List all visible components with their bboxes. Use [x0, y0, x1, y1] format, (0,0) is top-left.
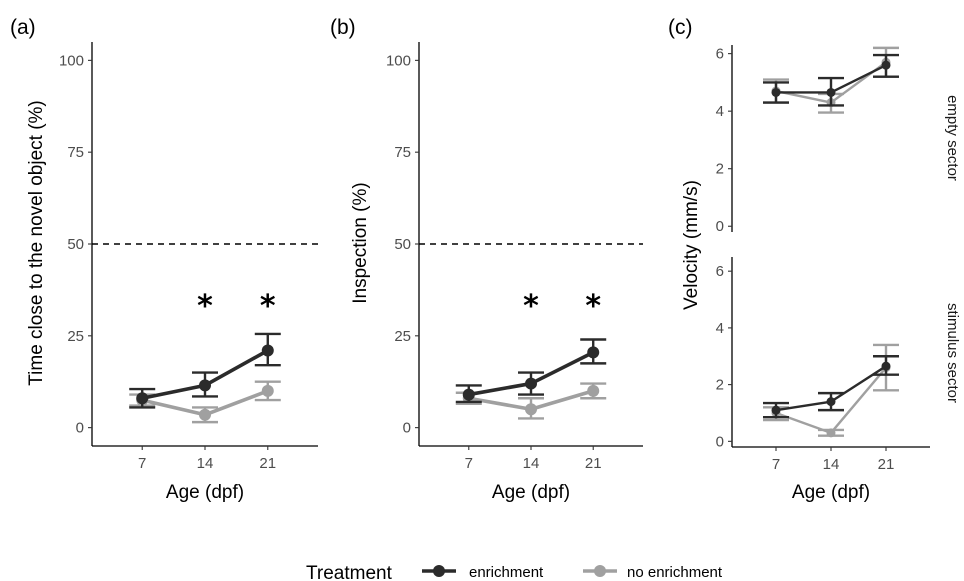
data-point-enrichment-a — [136, 392, 149, 405]
y-tick-label-b: 0 — [403, 420, 411, 437]
x-axis-title-c: Age (dpf) — [792, 482, 870, 503]
data-point-enrichment-b — [525, 377, 537, 390]
panel-label-c: (c) — [668, 16, 693, 39]
data-point-enrichment-c0 — [881, 60, 891, 70]
x-tick-label-b: 7 — [465, 455, 473, 472]
y-axis-title-b: Inspection (%) — [350, 182, 371, 303]
y-tick-label-b: 75 — [394, 144, 411, 161]
y-axis-title-c: Velocity (mm/s) — [681, 180, 702, 310]
significance-star-a: * — [260, 289, 276, 324]
data-point-enrichment-a — [199, 379, 211, 392]
y-tick-label-c1: 2 — [716, 377, 724, 394]
legend-key-point-enrichment — [433, 565, 445, 577]
significance-star-a: * — [197, 289, 213, 324]
y-tick-label-c0: 2 — [716, 161, 724, 178]
y-tick-label-b: 25 — [394, 328, 411, 345]
legend-item-label-no-enrichment: no enrichment — [627, 564, 723, 581]
data-point-enrichment-c1 — [771, 405, 781, 415]
data-point-enrichment-b — [587, 346, 600, 359]
significance-star-b: * — [523, 289, 539, 324]
data-point-no-enrichment-b — [587, 384, 600, 397]
facet-strip-label: empty sector — [944, 95, 961, 181]
y-tick-label-b: 50 — [394, 236, 411, 253]
y-tick-label-a: 75 — [67, 144, 84, 161]
panel-label-a: (a) — [10, 16, 36, 39]
y-tick-label-c0: 4 — [716, 103, 724, 120]
x-tick-label-b: 21 — [585, 455, 602, 472]
y-tick-label-a: 50 — [67, 236, 84, 253]
y-tick-label-a: 100 — [59, 52, 84, 69]
x-tick-label-b: 14 — [523, 455, 540, 472]
y-tick-label-c0: 0 — [716, 218, 724, 235]
y-tick-label-c1: 0 — [716, 433, 724, 450]
y-tick-label-a: 0 — [76, 420, 84, 437]
y-tick-label-c0: 6 — [716, 46, 724, 63]
x-tick-label-a: 7 — [138, 455, 146, 472]
x-tick-label-a: 21 — [259, 455, 276, 472]
data-point-no-enrichment-b — [525, 403, 537, 416]
y-tick-label-b: 100 — [386, 52, 411, 69]
x-axis-title-b: Age (dpf) — [492, 482, 570, 503]
data-point-no-enrichment-a — [261, 384, 274, 397]
data-point-no-enrichment-c1 — [826, 428, 836, 438]
y-tick-label-a: 25 — [67, 328, 84, 345]
data-point-enrichment-c0 — [771, 87, 781, 97]
x-tick-label-a: 14 — [197, 455, 214, 472]
x-axis-title-a: Age (dpf) — [166, 482, 244, 503]
data-point-enrichment-a — [261, 344, 274, 357]
data-point-enrichment-c1 — [826, 397, 836, 407]
legend-title: Treatment — [306, 563, 393, 581]
legend-item-label-enrichment: enrichment — [469, 564, 544, 581]
facet-strip-label: stimulus sector — [944, 303, 961, 403]
legend-key-point-no-enrichment — [594, 565, 606, 577]
data-point-no-enrichment-a — [199, 408, 211, 421]
x-tick-label-c1: 7 — [772, 456, 780, 473]
y-tick-label-c1: 6 — [716, 263, 724, 280]
significance-star-b: * — [585, 289, 601, 324]
x-tick-label-c1: 14 — [823, 456, 840, 473]
y-tick-label-c1: 4 — [716, 320, 724, 337]
x-tick-label-c1: 21 — [878, 456, 895, 473]
data-point-enrichment-c0 — [826, 87, 836, 97]
panel-label-b: (b) — [330, 16, 356, 39]
data-point-enrichment-b — [462, 388, 475, 401]
y-axis-title-a: Time close to the novel object (%) — [26, 100, 47, 385]
data-point-enrichment-c1 — [881, 361, 891, 371]
